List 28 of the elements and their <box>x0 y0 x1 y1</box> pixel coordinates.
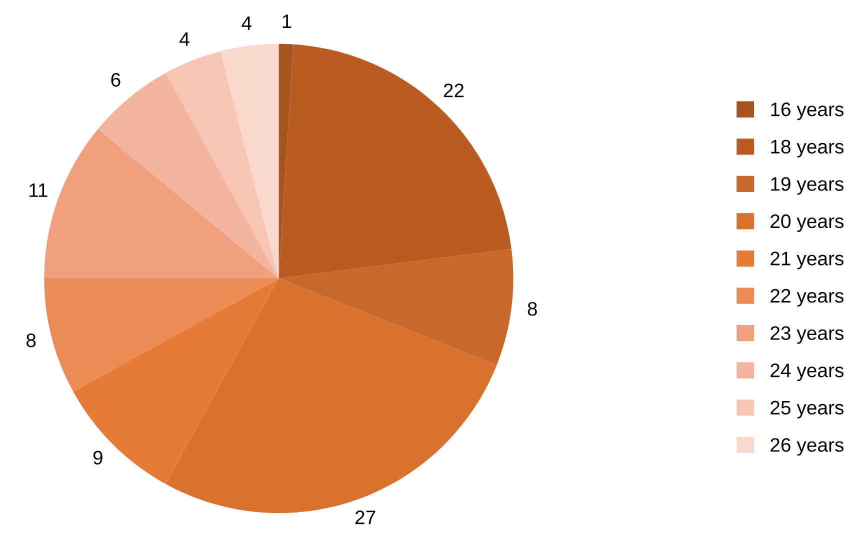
pie-slice <box>98 72 279 278</box>
legend-label: 23 years <box>770 326 844 344</box>
legend-label: 20 years <box>770 214 844 232</box>
data-label: 27 <box>355 510 376 524</box>
data-label: 9 <box>93 450 102 465</box>
pie-slice <box>278 249 514 365</box>
legend-label: 21 years <box>770 252 844 270</box>
legend-label: 25 years <box>770 400 844 418</box>
data-label: 4 <box>180 32 190 46</box>
pie-slice <box>278 44 512 278</box>
data-label: 11 <box>30 184 48 197</box>
legend-label: 18 years <box>771 140 844 158</box>
data-label: 8 <box>26 334 36 348</box>
data-label: 22 <box>444 84 464 98</box>
pie-slice <box>73 278 279 484</box>
pie-slice <box>278 44 294 278</box>
legend-label: 26 years <box>770 438 844 456</box>
pie-slice <box>44 278 279 392</box>
data-label: 6 <box>111 72 120 87</box>
pie-slice <box>166 51 279 278</box>
pie-slice <box>220 44 279 278</box>
data-label: 4 <box>242 16 252 30</box>
legend-label: 19 years <box>771 177 844 195</box>
legend-label: 16 years <box>771 102 844 120</box>
data-label: 8 <box>528 302 537 316</box>
legend-label: 24 years <box>770 364 844 382</box>
data-label: 1 <box>282 14 292 28</box>
legend-label: 22 years <box>770 288 844 307</box>
